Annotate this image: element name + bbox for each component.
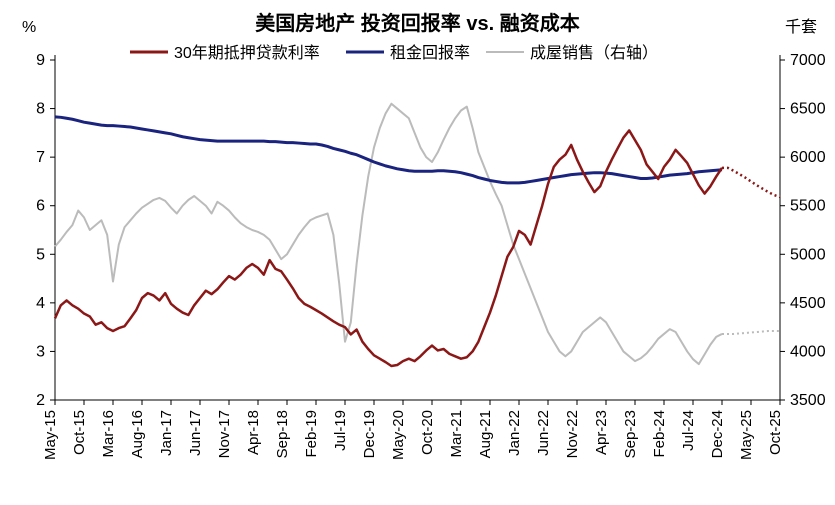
x-tick-label: Oct-25 bbox=[767, 410, 784, 455]
x-tick-label: Sep-23 bbox=[622, 410, 639, 458]
x-tick-label: Nov-17 bbox=[216, 410, 233, 458]
x-tick-label: Jun-22 bbox=[535, 410, 552, 456]
legend-label: 30年期抵押贷款利率 bbox=[174, 44, 320, 62]
x-tick-label: Aug-16 bbox=[129, 410, 146, 458]
x-tick-label: Sep-18 bbox=[274, 410, 291, 458]
real-estate-chart: 美国房地产 投资回报率 vs. 融资成本% 千套 2 3 4 5 6 7 8 9 3500 4000 4… bbox=[0, 0, 835, 505]
x-tick-label: Jul-24 bbox=[680, 410, 697, 451]
x-tick-label: Feb-19 bbox=[303, 410, 320, 458]
legend-label: 租金回报率 bbox=[390, 44, 470, 62]
y-left-tick: 6 bbox=[36, 198, 45, 215]
x-tick-label: May-15 bbox=[42, 410, 59, 460]
series-mortgage-forecast bbox=[722, 168, 780, 197]
y-right-tick: 6000 bbox=[790, 149, 826, 166]
y-right-tick: 7000 bbox=[790, 52, 826, 69]
x-tick-label: Aug-21 bbox=[477, 410, 494, 458]
y-right-tick: 5500 bbox=[790, 198, 826, 215]
y-right-tick: 6500 bbox=[790, 101, 826, 118]
y-left-tick: 4 bbox=[36, 295, 45, 312]
x-tick-label: Jan-17 bbox=[158, 410, 175, 456]
left-axis-label: % bbox=[22, 19, 36, 36]
y-left-tick: 3 bbox=[36, 343, 45, 360]
right-axis-label: 千套 bbox=[785, 18, 817, 36]
x-tick-label: Dec-19 bbox=[361, 410, 378, 458]
chart-title: 美国房地产 投资回报率 vs. 融资成本 bbox=[255, 11, 579, 35]
x-tick-label: Mar-21 bbox=[448, 410, 465, 458]
y-right-tick: 4500 bbox=[790, 295, 826, 312]
y-left-tick: 8 bbox=[36, 101, 45, 118]
x-tick-label: Nov-22 bbox=[564, 410, 581, 458]
series-rental bbox=[55, 117, 722, 183]
x-tick-label: Apr-18 bbox=[245, 410, 262, 455]
y-right-tick: 4000 bbox=[790, 343, 826, 360]
y-left-tick: 5 bbox=[36, 246, 45, 263]
y-right-tick: 5000 bbox=[790, 246, 826, 263]
x-tick-label: Jan-22 bbox=[506, 410, 523, 456]
x-tick-label: Apr-23 bbox=[593, 410, 610, 455]
x-tick-label: Jul-19 bbox=[332, 410, 349, 451]
y-left-tick: 9 bbox=[36, 52, 45, 69]
x-tick-label: May-25 bbox=[738, 410, 755, 460]
x-tick-label: May-20 bbox=[390, 410, 407, 460]
x-tick-label: Dec-24 bbox=[709, 410, 726, 458]
y-left-tick: 2 bbox=[36, 392, 45, 409]
y-left-tick: 7 bbox=[36, 149, 45, 166]
legend-label: 成屋销售（右轴） bbox=[530, 44, 658, 62]
x-tick-label: Jun-17 bbox=[187, 410, 204, 456]
x-tick-label: Mar-16 bbox=[100, 410, 117, 458]
series-sales-forecast bbox=[722, 331, 780, 334]
x-tick-label: Oct-20 bbox=[419, 410, 436, 455]
y-right-tick: 3500 bbox=[790, 392, 826, 409]
x-tick-label: Oct-15 bbox=[71, 410, 88, 455]
x-tick-label: Feb-24 bbox=[651, 410, 668, 458]
